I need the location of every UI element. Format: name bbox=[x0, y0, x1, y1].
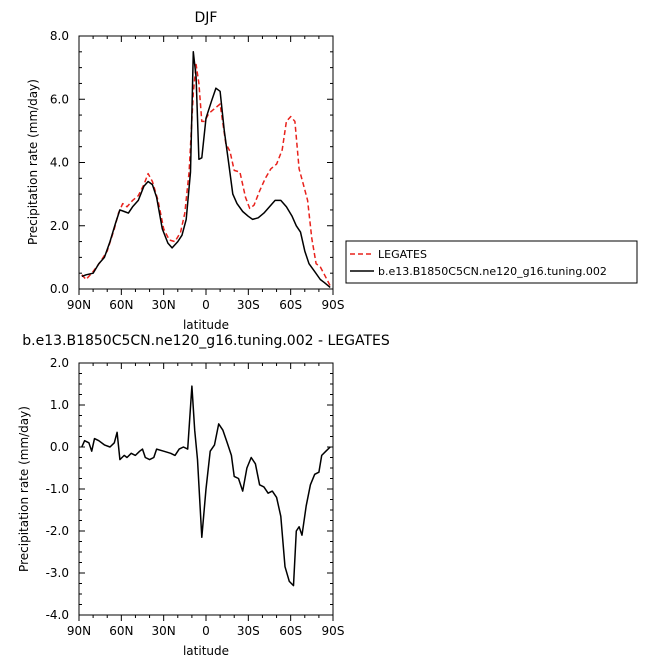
bottom-x-axis: 90N 60N 30N 0 30S 60S 90S bbox=[67, 363, 345, 638]
y-tick-label: 1.0 bbox=[50, 398, 69, 412]
x-tick-label: 30N bbox=[152, 624, 176, 638]
y-tick-label: 2.0 bbox=[50, 356, 69, 370]
x-tick-label: 0 bbox=[202, 298, 210, 312]
top-y-axis-label: Precipitation rate (mm/day) bbox=[26, 79, 40, 245]
x-tick-label: 60N bbox=[109, 298, 133, 312]
y-tick-label: 0.0 bbox=[50, 440, 69, 454]
top-x-axis: 90N 60N 30N 0 30S 60S 90S bbox=[67, 36, 345, 312]
x-tick-label: 90S bbox=[322, 298, 345, 312]
y-tick-label: 6.0 bbox=[50, 92, 69, 106]
legend-box bbox=[345, 240, 638, 284]
x-tick-label: 30N bbox=[152, 298, 176, 312]
top-plot-lines bbox=[81, 51, 331, 288]
y-tick-label: 8.0 bbox=[50, 29, 69, 43]
series-line-0 bbox=[81, 385, 331, 587]
x-tick-label: 90N bbox=[67, 298, 91, 312]
top-y-axis: 0.0 2.0 4.0 6.0 8.0 bbox=[50, 29, 333, 296]
bottom-y-axis: -4.0 -3.0 -2.0 -1.0 0.0 1.0 2.0 bbox=[46, 356, 333, 622]
bottom-panel: b.e13.B1850C5CN.ne120_g16.tuning.002 - L… bbox=[17, 333, 390, 658]
y-tick-label: 0.0 bbox=[50, 282, 69, 296]
legend-label-model: b.e13.B1850C5CN.ne120_g16.tuning.002 bbox=[378, 265, 607, 278]
legend: LEGATES b.e13.B1850C5CN.ne120_g16.tuning… bbox=[345, 240, 638, 284]
x-tick-label: 90S bbox=[322, 624, 345, 638]
bottom-y-axis-label: Precipitation rate (mm/day) bbox=[17, 406, 31, 572]
y-tick-label: -2.0 bbox=[46, 524, 69, 538]
y-tick-label: 4.0 bbox=[50, 156, 69, 170]
x-tick-label: 0 bbox=[202, 624, 210, 638]
y-tick-label: -1.0 bbox=[46, 482, 69, 496]
top-plot-frame bbox=[78, 35, 334, 290]
x-tick-label: 90N bbox=[67, 624, 91, 638]
top-chart-title: DJF bbox=[195, 10, 218, 26]
x-tick-label: 30S bbox=[237, 624, 260, 638]
bottom-chart-title: b.e13.B1850C5CN.ne120_g16.tuning.002 - L… bbox=[22, 333, 390, 349]
y-tick-label: 2.0 bbox=[50, 219, 69, 233]
y-tick-label: -4.0 bbox=[46, 608, 69, 622]
y-tick-label: -3.0 bbox=[46, 566, 69, 580]
top-x-axis-label: latitude bbox=[183, 318, 229, 332]
x-tick-label: 60N bbox=[109, 624, 133, 638]
x-tick-label: 30S bbox=[237, 298, 260, 312]
series-line-0 bbox=[81, 63, 331, 287]
x-tick-label: 60S bbox=[279, 624, 302, 638]
legend-label-legates: LEGATES bbox=[378, 248, 427, 261]
bottom-plot-lines bbox=[81, 385, 331, 587]
bottom-x-axis-label: latitude bbox=[183, 644, 229, 658]
x-tick-label: 60S bbox=[279, 298, 302, 312]
series-line-1 bbox=[81, 51, 331, 288]
top-panel: DJF 0.02.04.06.08.0 90N 60N 30N 0 30S 60S 90S … bbox=[26, 10, 344, 332]
